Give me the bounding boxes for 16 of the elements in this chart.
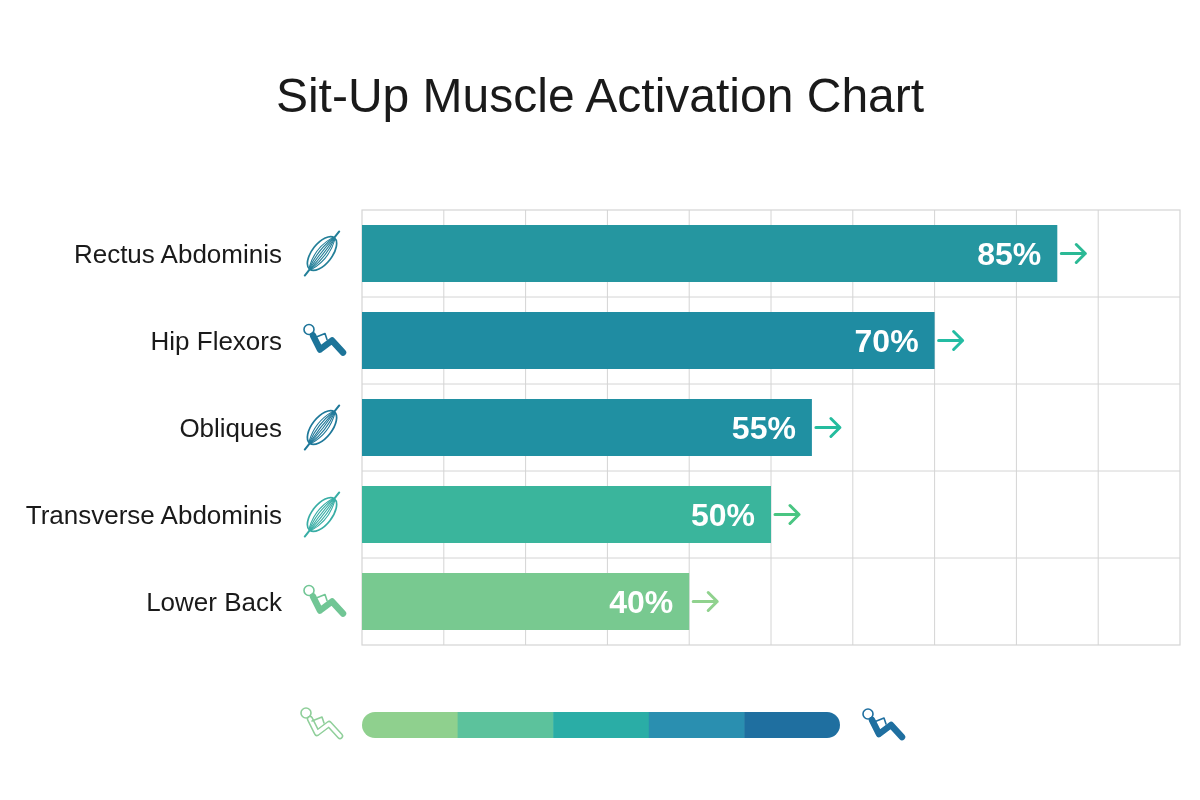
data-label: 40% xyxy=(609,584,674,621)
chart-title: Sit-Up Muscle Activation Chart xyxy=(275,69,925,122)
y-tick-label: Lower Back xyxy=(146,586,283,617)
y-tick-label: Transverse Abdominis xyxy=(25,499,282,530)
data-label: 50% xyxy=(690,497,755,534)
y-tick-label: Rectus Abdominis xyxy=(73,238,282,269)
data-label: 85% xyxy=(977,236,1042,273)
bar xyxy=(362,312,935,369)
data-label: 70% xyxy=(854,323,919,360)
bar xyxy=(362,573,690,630)
bar xyxy=(362,486,771,543)
data-label: 55% xyxy=(731,410,796,447)
bar xyxy=(362,399,812,456)
y-tick-label: Obliques xyxy=(179,412,282,443)
bar xyxy=(362,225,1058,282)
y-tick-label: Hip Flexors xyxy=(150,325,282,356)
